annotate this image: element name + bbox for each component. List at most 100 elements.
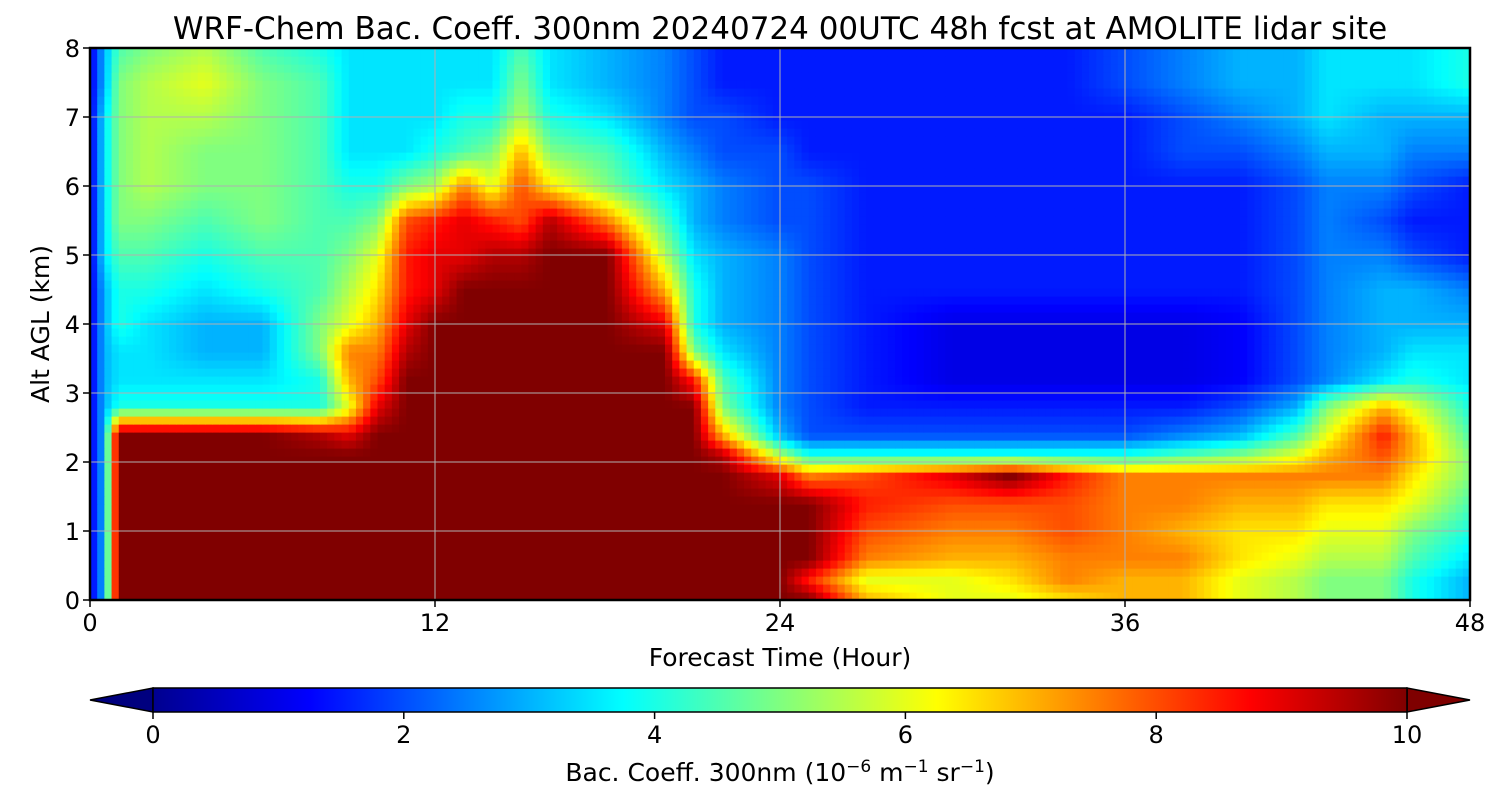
heatmap-cell <box>1290 512 1299 521</box>
heatmap-cell <box>578 472 587 481</box>
heatmap-cell <box>1462 456 1470 465</box>
heatmap-cell <box>355 408 364 417</box>
heatmap-cell <box>1074 432 1083 441</box>
heatmap-cell <box>765 392 774 401</box>
heatmap-cell <box>1340 408 1349 417</box>
heatmap-cell <box>1045 536 1054 545</box>
heatmap-cell <box>1462 520 1470 529</box>
heatmap-cell <box>693 480 702 489</box>
heatmap-cell <box>111 520 120 529</box>
heatmap-cell <box>427 568 436 577</box>
heatmap-cell <box>97 576 105 585</box>
heatmap-cell <box>1125 480 1133 489</box>
heatmap-cell <box>240 504 249 513</box>
heatmap-cell <box>197 408 206 417</box>
heatmap-cell <box>133 472 141 481</box>
heatmap-cell <box>550 504 558 513</box>
heatmap-cell <box>1189 496 1198 505</box>
heatmap-cell <box>327 584 335 593</box>
heatmap-cell <box>442 416 450 425</box>
heatmap-cell <box>1096 520 1105 529</box>
heatmap-cell <box>1362 528 1370 537</box>
heatmap-cell <box>679 472 688 481</box>
heatmap-cell <box>851 576 860 585</box>
heatmap-cell <box>1247 552 1255 561</box>
heatmap-cell <box>435 544 443 553</box>
heatmap-cell <box>995 520 1004 529</box>
heatmap-cell <box>1326 440 1335 449</box>
heatmap-cell <box>715 512 724 521</box>
heatmap-cell <box>923 592 932 600</box>
heatmap-cell <box>384 416 393 425</box>
heatmap-cell <box>1110 488 1119 497</box>
heatmap-cell <box>1319 424 1327 433</box>
heatmap-cell <box>715 592 724 600</box>
heatmap-cell <box>794 464 803 473</box>
heatmap-cell <box>399 560 407 569</box>
heatmap-cell <box>715 432 724 441</box>
heatmap-cell <box>312 568 321 577</box>
heatmap-cell <box>1390 480 1399 489</box>
heatmap-cell <box>1390 440 1399 449</box>
heatmap-cell <box>478 432 486 441</box>
heatmap-cell <box>1333 464 1342 473</box>
heatmap-cell <box>614 568 623 577</box>
heatmap-cell <box>866 560 875 569</box>
heatmap-cell <box>873 552 882 561</box>
heatmap-cell <box>665 392 673 401</box>
heatmap-cell <box>1311 584 1320 593</box>
heatmap-cell <box>1053 584 1061 593</box>
heatmap-cell <box>463 440 472 449</box>
heatmap-cell <box>399 480 407 489</box>
heatmap-cell <box>1390 520 1399 529</box>
heatmap-cell <box>363 592 371 600</box>
heatmap-cell <box>1426 528 1435 537</box>
heatmap-cell <box>1232 432 1241 441</box>
heatmap-cell <box>133 416 141 425</box>
heatmap-cell <box>772 456 781 465</box>
heatmap-cell <box>571 520 580 529</box>
heatmap-cell <box>593 584 601 593</box>
heatmap-cell <box>679 456 688 465</box>
heatmap-cell <box>542 432 551 441</box>
heatmap-cell <box>1081 520 1090 529</box>
heatmap-cell <box>133 456 141 465</box>
heatmap-cell <box>895 544 903 553</box>
heatmap-cell <box>550 448 558 457</box>
heatmap-cell <box>140 440 149 449</box>
heatmap-cell <box>133 512 141 521</box>
heatmap-cell <box>284 472 292 481</box>
heatmap-cell <box>880 408 889 417</box>
heatmap-cell <box>593 400 601 409</box>
heatmap-cell <box>320 576 328 585</box>
heatmap-cell <box>765 576 774 585</box>
heatmap-cell <box>780 528 788 537</box>
heatmap-cell <box>528 560 537 569</box>
heatmap-cell <box>312 552 321 561</box>
heatmap-cell <box>1319 584 1327 593</box>
heatmap-cell <box>916 496 925 505</box>
heatmap-cell <box>578 424 587 433</box>
heatmap-cell <box>255 432 264 441</box>
heatmap-cell <box>1369 472 1378 481</box>
heatmap-cell <box>1175 592 1184 600</box>
heatmap-cell <box>1355 560 1363 569</box>
heatmap-cell <box>1448 480 1457 489</box>
heatmap-cell <box>420 472 429 481</box>
heatmap-cell <box>693 416 702 425</box>
heatmap-cell <box>1275 576 1284 585</box>
heatmap-cell <box>327 504 335 513</box>
heatmap-cell <box>981 520 990 529</box>
heatmap-cell <box>672 512 680 521</box>
heatmap-cell <box>636 480 645 489</box>
heatmap-cell <box>1362 416 1370 425</box>
heatmap-cell <box>1254 528 1263 537</box>
heatmap-cell <box>873 560 882 569</box>
heatmap-cell <box>665 416 673 425</box>
heatmap-cell <box>1189 560 1198 569</box>
heatmap-cell <box>873 536 882 545</box>
heatmap-cell <box>844 464 853 473</box>
heatmap-cell <box>384 520 393 529</box>
heatmap-cell <box>1355 480 1363 489</box>
